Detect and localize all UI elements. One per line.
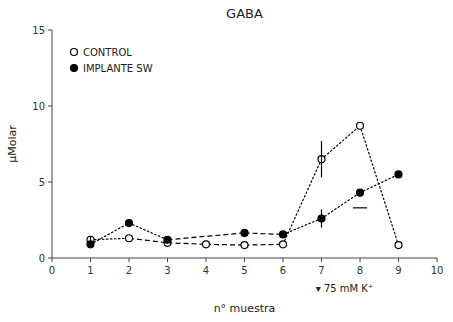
y-tick-label: 10 bbox=[32, 101, 45, 112]
x-tick bbox=[52, 258, 53, 262]
legend: CONTROL IMPLANTE SW bbox=[71, 47, 153, 74]
point bbox=[241, 242, 248, 249]
line-segment bbox=[168, 233, 245, 240]
chart: GABA 0 1 2 3 4 5 6 7 8 9 10 0 5 10 15 n° muestra μMolar ▾ … bbox=[0, 0, 453, 322]
x-tick-label: 3 bbox=[164, 265, 170, 276]
line-segment bbox=[245, 233, 284, 235]
line-segment bbox=[168, 243, 207, 245]
x-tick-label: 0 bbox=[49, 265, 55, 276]
x-tick bbox=[360, 258, 361, 262]
legend-marker bbox=[71, 65, 78, 72]
x-tick bbox=[206, 258, 207, 262]
point bbox=[203, 241, 210, 248]
point bbox=[357, 122, 364, 129]
point bbox=[126, 235, 133, 242]
x-axis-label: n° muestra bbox=[214, 302, 276, 315]
x-tick bbox=[398, 258, 399, 262]
y-tick-label: 0 bbox=[39, 253, 45, 264]
y-tick bbox=[48, 30, 52, 31]
point bbox=[395, 242, 402, 249]
line-segment bbox=[283, 218, 322, 234]
x-tick-label: 2 bbox=[126, 265, 132, 276]
x-tick-label: 10 bbox=[431, 265, 444, 276]
point bbox=[87, 241, 94, 248]
point bbox=[357, 189, 364, 196]
x-tick-label: 1 bbox=[87, 265, 93, 276]
error-bar bbox=[321, 209, 322, 227]
x-tick-label: 6 bbox=[280, 265, 286, 276]
x-tick bbox=[437, 258, 438, 262]
x-tick-label: 5 bbox=[241, 265, 247, 276]
line-segment bbox=[206, 244, 245, 246]
annotation: ▾ 75 mM K⁺ bbox=[316, 283, 374, 294]
plot-area bbox=[87, 122, 402, 248]
point bbox=[280, 241, 287, 248]
range-mark bbox=[353, 207, 367, 208]
line-segment bbox=[91, 223, 130, 244]
line-segment bbox=[322, 193, 361, 219]
legend-marker bbox=[71, 49, 78, 56]
legend-label: CONTROL bbox=[83, 47, 132, 58]
x-tick-label: 7 bbox=[318, 265, 324, 276]
y-tick bbox=[48, 258, 52, 259]
line-segment bbox=[360, 174, 399, 192]
x-tick bbox=[321, 258, 322, 262]
x-tick bbox=[90, 258, 91, 262]
point bbox=[164, 236, 171, 243]
y-tick bbox=[48, 106, 52, 107]
point bbox=[241, 229, 248, 236]
x-tick bbox=[283, 258, 284, 262]
line-segment bbox=[322, 126, 361, 159]
legend-label: IMPLANTE SW bbox=[83, 63, 153, 74]
y-tick bbox=[48, 182, 52, 183]
line-segment bbox=[129, 238, 168, 243]
point bbox=[280, 231, 287, 238]
x-tick bbox=[129, 258, 130, 262]
point bbox=[395, 171, 402, 178]
y-tick-label: 15 bbox=[32, 25, 45, 36]
x-tick-label: 8 bbox=[357, 265, 363, 276]
y-axis-label: μMolar bbox=[6, 125, 19, 163]
point bbox=[126, 220, 133, 227]
line-segment bbox=[283, 159, 322, 244]
x-tick-label: 9 bbox=[395, 265, 401, 276]
x-tick bbox=[244, 258, 245, 262]
title: GABA bbox=[226, 6, 263, 21]
line-segment bbox=[129, 223, 168, 240]
y-axis-line bbox=[52, 30, 53, 258]
line-segment bbox=[91, 238, 130, 240]
x-tick-label: 4 bbox=[203, 265, 209, 276]
y-tick-label: 5 bbox=[39, 177, 45, 188]
line-segment bbox=[360, 126, 399, 245]
error-bar bbox=[321, 141, 322, 177]
line-segment bbox=[245, 244, 284, 246]
axes: 0 1 2 3 4 5 6 7 8 9 10 0 5 10 15 bbox=[32, 25, 443, 277]
x-tick bbox=[167, 258, 168, 262]
